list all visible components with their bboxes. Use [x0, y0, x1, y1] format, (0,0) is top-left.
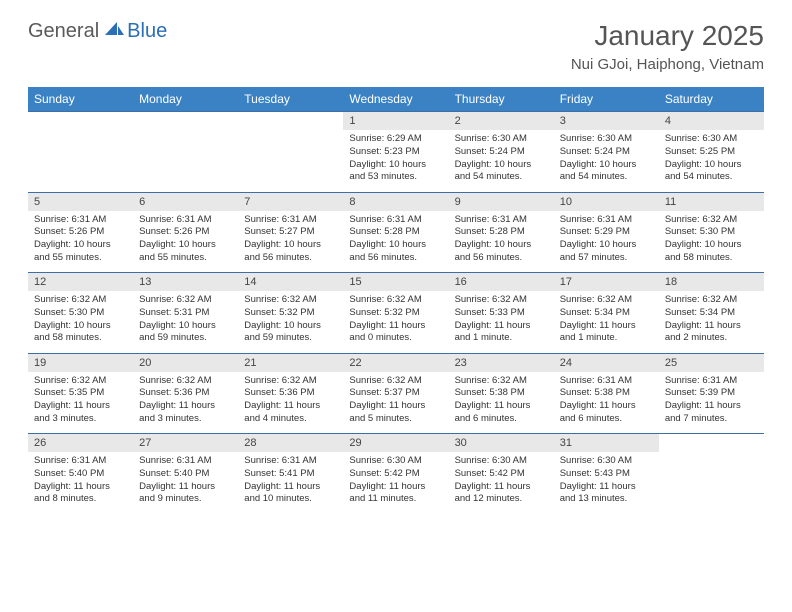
brand-part1: General: [28, 20, 99, 43]
day-content-cell: Sunrise: 6:31 AMSunset: 5:41 PMDaylight:…: [238, 452, 343, 514]
day-number-cell: 21: [238, 353, 343, 372]
day-number-cell: 12: [28, 273, 133, 292]
day-number-cell: [238, 112, 343, 131]
day-content-cell: Sunrise: 6:30 AMSunset: 5:24 PMDaylight:…: [449, 130, 554, 192]
weekday-header: Sunday: [28, 87, 133, 112]
day-content-cell: Sunrise: 6:32 AMSunset: 5:38 PMDaylight:…: [449, 372, 554, 434]
weekday-header-row: Sunday Monday Tuesday Wednesday Thursday…: [28, 87, 764, 112]
day-number-cell: 11: [659, 192, 764, 211]
day-number-cell: 29: [343, 434, 448, 453]
day-number-cell: 24: [554, 353, 659, 372]
day-content-cell: Sunrise: 6:31 AMSunset: 5:39 PMDaylight:…: [659, 372, 764, 434]
day-content-cell: Sunrise: 6:31 AMSunset: 5:27 PMDaylight:…: [238, 211, 343, 273]
day-number-cell: 22: [343, 353, 448, 372]
weekday-header: Monday: [133, 87, 238, 112]
day-content-cell: Sunrise: 6:30 AMSunset: 5:43 PMDaylight:…: [554, 452, 659, 514]
day-content-cell: Sunrise: 6:29 AMSunset: 5:23 PMDaylight:…: [343, 130, 448, 192]
day-number-cell: 23: [449, 353, 554, 372]
day-number-cell: 31: [554, 434, 659, 453]
day-number-cell: 7: [238, 192, 343, 211]
day-content-row: Sunrise: 6:32 AMSunset: 5:35 PMDaylight:…: [28, 372, 764, 434]
day-content-cell: Sunrise: 6:32 AMSunset: 5:34 PMDaylight:…: [554, 291, 659, 353]
day-content-row: Sunrise: 6:29 AMSunset: 5:23 PMDaylight:…: [28, 130, 764, 192]
weekday-header: Tuesday: [238, 87, 343, 112]
day-number-row: 567891011: [28, 192, 764, 211]
day-number-cell: 1: [343, 112, 448, 131]
day-content-cell: Sunrise: 6:31 AMSunset: 5:26 PMDaylight:…: [28, 211, 133, 273]
day-content-cell: Sunrise: 6:32 AMSunset: 5:32 PMDaylight:…: [238, 291, 343, 353]
day-content-cell: Sunrise: 6:32 AMSunset: 5:30 PMDaylight:…: [28, 291, 133, 353]
day-content-row: Sunrise: 6:31 AMSunset: 5:26 PMDaylight:…: [28, 211, 764, 273]
day-content-cell: Sunrise: 6:32 AMSunset: 5:36 PMDaylight:…: [133, 372, 238, 434]
day-number-cell: 2: [449, 112, 554, 131]
day-content-cell: Sunrise: 6:30 AMSunset: 5:42 PMDaylight:…: [343, 452, 448, 514]
day-number-row: 12131415161718: [28, 273, 764, 292]
day-number-cell: 26: [28, 434, 133, 453]
day-content-cell: Sunrise: 6:32 AMSunset: 5:35 PMDaylight:…: [28, 372, 133, 434]
day-content-cell: Sunrise: 6:31 AMSunset: 5:40 PMDaylight:…: [133, 452, 238, 514]
day-content-cell: Sunrise: 6:31 AMSunset: 5:28 PMDaylight:…: [449, 211, 554, 273]
calendar-body: 1234Sunrise: 6:29 AMSunset: 5:23 PMDayli…: [28, 112, 764, 515]
day-number-row: 1234: [28, 112, 764, 131]
location-text: Nui GJoi, Haiphong, Vietnam: [571, 56, 764, 73]
day-content-row: Sunrise: 6:32 AMSunset: 5:30 PMDaylight:…: [28, 291, 764, 353]
day-number-cell: [659, 434, 764, 453]
day-content-cell: Sunrise: 6:30 AMSunset: 5:24 PMDaylight:…: [554, 130, 659, 192]
day-content-cell: Sunrise: 6:31 AMSunset: 5:29 PMDaylight:…: [554, 211, 659, 273]
day-number-cell: 14: [238, 273, 343, 292]
weekday-header: Wednesday: [343, 87, 448, 112]
day-content-cell: [28, 130, 133, 192]
title-block: January 2025 Nui GJoi, Haiphong, Vietnam: [571, 20, 764, 73]
weekday-header: Friday: [554, 87, 659, 112]
day-number-cell: [133, 112, 238, 131]
brand-part2: Blue: [127, 20, 167, 43]
day-content-cell: Sunrise: 6:32 AMSunset: 5:32 PMDaylight:…: [343, 291, 448, 353]
day-number-cell: 6: [133, 192, 238, 211]
day-content-cell: Sunrise: 6:32 AMSunset: 5:33 PMDaylight:…: [449, 291, 554, 353]
day-content-cell: Sunrise: 6:30 AMSunset: 5:25 PMDaylight:…: [659, 130, 764, 192]
brand-logo: General Blue: [28, 20, 167, 43]
day-number-cell: [28, 112, 133, 131]
weekday-header: Saturday: [659, 87, 764, 112]
day-number-row: 262728293031: [28, 434, 764, 453]
day-number-cell: 30: [449, 434, 554, 453]
day-number-cell: 25: [659, 353, 764, 372]
day-content-cell: Sunrise: 6:32 AMSunset: 5:30 PMDaylight:…: [659, 211, 764, 273]
day-number-cell: 10: [554, 192, 659, 211]
day-number-cell: 5: [28, 192, 133, 211]
day-content-cell: Sunrise: 6:30 AMSunset: 5:42 PMDaylight:…: [449, 452, 554, 514]
day-content-cell: Sunrise: 6:31 AMSunset: 5:26 PMDaylight:…: [133, 211, 238, 273]
day-number-cell: 4: [659, 112, 764, 131]
day-number-cell: 13: [133, 273, 238, 292]
day-content-cell: Sunrise: 6:32 AMSunset: 5:34 PMDaylight:…: [659, 291, 764, 353]
day-content-cell: Sunrise: 6:32 AMSunset: 5:36 PMDaylight:…: [238, 372, 343, 434]
day-content-cell: Sunrise: 6:32 AMSunset: 5:37 PMDaylight:…: [343, 372, 448, 434]
day-number-cell: 3: [554, 112, 659, 131]
day-content-row: Sunrise: 6:31 AMSunset: 5:40 PMDaylight:…: [28, 452, 764, 514]
day-number-cell: 17: [554, 273, 659, 292]
day-content-cell: [133, 130, 238, 192]
day-content-cell: Sunrise: 6:31 AMSunset: 5:38 PMDaylight:…: [554, 372, 659, 434]
weekday-header: Thursday: [449, 87, 554, 112]
day-number-row: 19202122232425: [28, 353, 764, 372]
header: General Blue January 2025 Nui GJoi, Haip…: [0, 0, 792, 81]
day-content-cell: [238, 130, 343, 192]
day-number-cell: 8: [343, 192, 448, 211]
day-number-cell: 18: [659, 273, 764, 292]
day-number-cell: 20: [133, 353, 238, 372]
brand-sail-icon: [103, 20, 125, 43]
day-content-cell: Sunrise: 6:31 AMSunset: 5:40 PMDaylight:…: [28, 452, 133, 514]
day-content-cell: [659, 452, 764, 514]
day-number-cell: 28: [238, 434, 343, 453]
day-number-cell: 19: [28, 353, 133, 372]
day-number-cell: 15: [343, 273, 448, 292]
month-title: January 2025: [571, 20, 764, 52]
day-content-cell: Sunrise: 6:31 AMSunset: 5:28 PMDaylight:…: [343, 211, 448, 273]
day-number-cell: 9: [449, 192, 554, 211]
day-number-cell: 16: [449, 273, 554, 292]
day-number-cell: 27: [133, 434, 238, 453]
day-content-cell: Sunrise: 6:32 AMSunset: 5:31 PMDaylight:…: [133, 291, 238, 353]
calendar-table: Sunday Monday Tuesday Wednesday Thursday…: [28, 87, 764, 514]
